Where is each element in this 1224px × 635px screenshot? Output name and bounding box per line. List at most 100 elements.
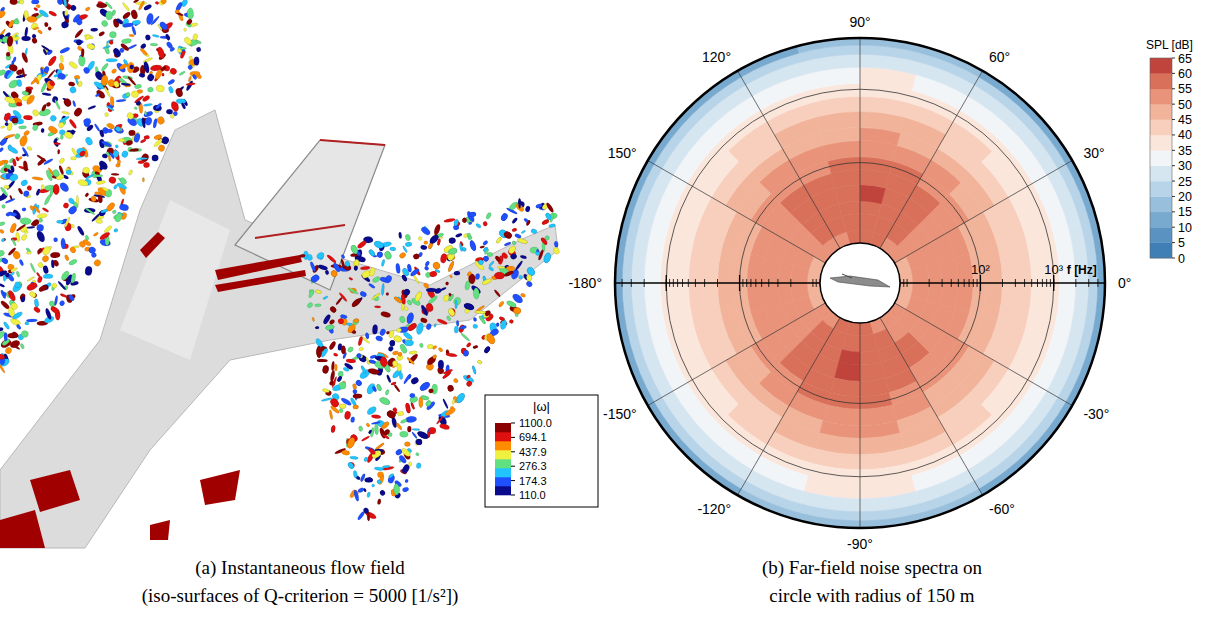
- vortex-blob: [90, 28, 98, 32]
- vortex-blob: [509, 319, 513, 323]
- theta-tick-label: -120°: [697, 501, 731, 517]
- vortex-blob: [405, 340, 414, 346]
- vortex-blob: [397, 351, 403, 357]
- vortex-blob: [37, 213, 48, 219]
- vortex-blob: [385, 275, 393, 283]
- aircraft-icon: [842, 274, 852, 278]
- vortex-blob: [300, 254, 306, 258]
- vortex-blob: [368, 283, 376, 289]
- minor-tick: [1075, 279, 1076, 287]
- vortex-blob: [5, 20, 14, 29]
- vortex-blob: [414, 291, 423, 302]
- vortex-blob: [138, 160, 145, 164]
- caption: circle with radius of 150 m: [769, 585, 974, 606]
- vortex-blob: [545, 202, 554, 213]
- vortex-blob: [414, 291, 423, 302]
- vortex-blob: [43, 194, 52, 206]
- vortex-blob: [70, 273, 76, 284]
- vortex-blob: [9, 195, 13, 200]
- vortex-blob: [478, 315, 486, 324]
- colorbar-band: [1150, 104, 1172, 120]
- colorbar-band: [1150, 196, 1172, 212]
- vortex-blob: [447, 385, 454, 392]
- vortex-blob: [325, 324, 335, 330]
- legend-tick: [511, 437, 515, 438]
- contour-cell: [979, 451, 1033, 495]
- vortex-blob: [18, 126, 26, 130]
- vortex-blob: [150, 43, 158, 46]
- vortex-blob: [384, 250, 393, 260]
- vortex-blob: [365, 333, 369, 339]
- legend-swatch: [495, 423, 511, 432]
- vortex-blob: [401, 274, 408, 282]
- r-axis-title: f [Hz]: [1067, 263, 1097, 277]
- vortex-blob: [404, 441, 411, 447]
- vortex-blob: [21, 52, 29, 64]
- vortex-blob: [474, 311, 486, 314]
- vortex-blob: [31, 0, 39, 4]
- vortex-blob: [368, 429, 372, 434]
- vortex-blob: [379, 356, 388, 367]
- vortex-blob: [402, 487, 409, 493]
- vortex-blob: [488, 261, 494, 268]
- vortex-blob: [350, 244, 359, 255]
- vortex-blob: [419, 343, 424, 349]
- vortex-blob: [512, 240, 517, 245]
- vortex-blob: [38, 284, 48, 293]
- vortex-blob: [169, 67, 178, 76]
- contour-cell: [687, 451, 741, 495]
- vortex-blob: [513, 307, 521, 314]
- vortex-blob: [95, 218, 102, 224]
- vortex-blob: [185, 80, 194, 92]
- vortex-blob: [386, 374, 392, 383]
- vortex-blob: [348, 461, 356, 469]
- legend-title: |ω|: [533, 399, 550, 414]
- vortex-blob: [35, 230, 46, 243]
- colorbar-label: 45: [1178, 113, 1192, 127]
- vortex-blob: [50, 305, 60, 315]
- vortex-blob: [439, 423, 450, 431]
- vortex-blob: [131, 26, 137, 36]
- vortex-blob: [444, 407, 456, 418]
- vortex-blob: [426, 355, 438, 367]
- vortex-blob: [187, 64, 194, 71]
- vortex-blob: [416, 430, 429, 440]
- legend-swatch: [495, 459, 511, 468]
- vortex-blob: [372, 276, 381, 284]
- vortex-blob: [316, 346, 321, 358]
- contour-cell: [1066, 345, 1097, 406]
- vortex-blob: [64, 10, 68, 16]
- vortex-blob: [446, 315, 452, 321]
- minor-tick: [682, 279, 683, 287]
- panel-b: 10²10³f [Hz]90°60°30°0°-30°-60°-90°-120°…: [568, 14, 1193, 552]
- vortex-blob: [405, 403, 411, 414]
- vortex-blob: [463, 350, 469, 356]
- minor-tick: [755, 279, 756, 287]
- vortex-blob: [11, 331, 19, 339]
- vortex-blob: [466, 374, 471, 379]
- vortex-blob: [0, 289, 7, 299]
- colorbar-label: 55: [1178, 82, 1192, 96]
- vortex-blob: [3, 275, 6, 281]
- vortex-blob: [306, 254, 313, 262]
- legend-label: 437.9: [519, 446, 547, 458]
- vortex-blob: [57, 149, 60, 154]
- vortex-blob: [397, 411, 404, 417]
- legend-tick: [511, 495, 515, 496]
- vortex-blob: [86, 43, 95, 50]
- vortex-blob: [341, 346, 346, 354]
- vortex-blob: [432, 354, 437, 359]
- vortex-blob: [525, 205, 531, 212]
- vortex-blob: [13, 19, 20, 24]
- vortex-blob: [405, 234, 412, 242]
- grid-circle: [666, 89, 1054, 477]
- vortex-blob: [371, 414, 381, 419]
- minor-tick: [688, 279, 689, 287]
- vortex-blob: [84, 136, 94, 146]
- theta-tick-label: -60°: [989, 501, 1015, 517]
- vortex-blob: [26, 185, 33, 192]
- vortex-blob: [105, 201, 116, 212]
- vortex-blob: [158, 144, 166, 152]
- vortex-blob: [354, 265, 358, 270]
- vortex-blob: [160, 0, 167, 5]
